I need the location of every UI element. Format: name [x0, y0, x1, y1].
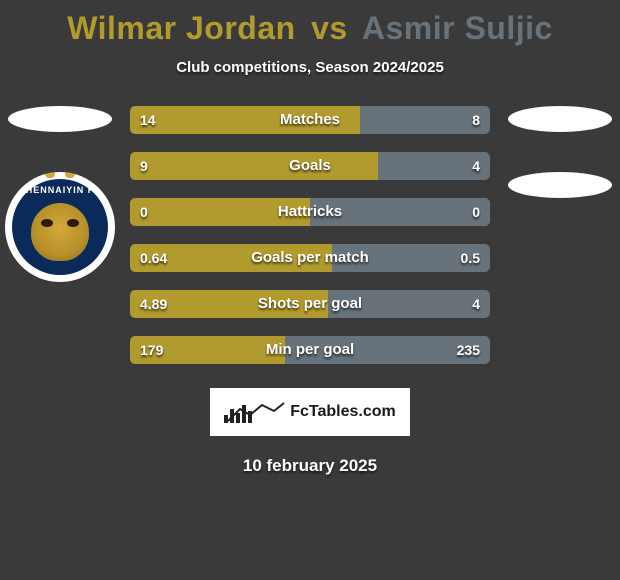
club-badge-left: CHENNAIYIN FC [5, 172, 115, 282]
title-vs: vs [311, 10, 348, 46]
stat-bar-row: 0.640.5Goals per match [130, 244, 490, 272]
fctables-logo-icon [224, 401, 284, 423]
club-name-text: CHENNAIYIN FC [12, 185, 108, 195]
bar-label: Hattricks [130, 198, 490, 226]
brand-footer: FcTables.com [210, 388, 410, 436]
club-trophies-icon [45, 172, 75, 178]
bar-label: Goals per match [130, 244, 490, 272]
bar-label: Min per goal [130, 336, 490, 364]
player2-name: Asmir Suljic [362, 10, 553, 46]
right-player-badges [505, 106, 615, 198]
stat-bar-row: 148Matches [130, 106, 490, 134]
country-flag-placeholder-right [508, 106, 612, 132]
club-badge-placeholder-right [508, 172, 612, 198]
page-title: Wilmar Jordan vs Asmir Suljic [0, 0, 620, 47]
player1-name: Wilmar Jordan [67, 10, 295, 46]
subtitle: Club competitions, Season 2024/2025 [0, 59, 620, 76]
stat-bar-row: 00Hattricks [130, 198, 490, 226]
stat-bar-row: 4.894Shots per goal [130, 290, 490, 318]
bar-label: Shots per goal [130, 290, 490, 318]
stat-bar-row: 94Goals [130, 152, 490, 180]
stat-bar-row: 179235Min per goal [130, 336, 490, 364]
brand-text: FcTables.com [290, 403, 396, 421]
comparison-layout: CHENNAIYIN FC 148Matches 94Goals 00Hattric… [0, 106, 620, 364]
left-player-badges: CHENNAIYIN FC [5, 106, 115, 282]
bar-label: Goals [130, 152, 490, 180]
date-text: 10 february 2025 [0, 456, 620, 476]
club-mascot-icon [31, 203, 89, 261]
country-flag-placeholder-left [8, 106, 112, 132]
stat-bars: 148Matches 94Goals 00Hattricks 0.640.5Goals… [130, 106, 490, 364]
bar-label: Matches [130, 106, 490, 134]
